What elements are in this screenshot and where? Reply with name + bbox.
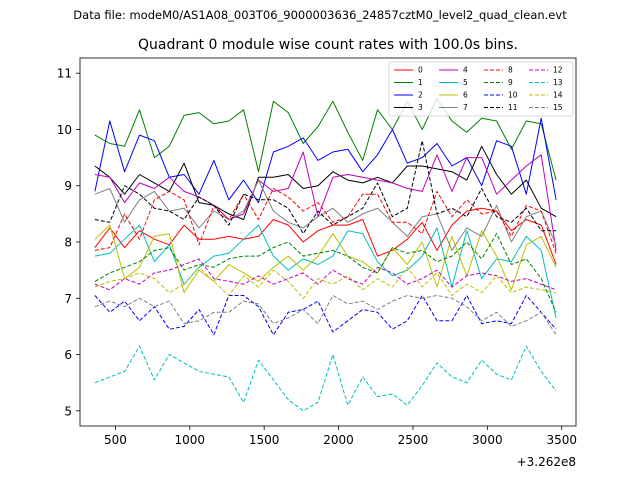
legend-label-14: 14	[553, 91, 563, 100]
x-tick-label: 1500	[249, 433, 280, 447]
legend-label-13: 13	[553, 78, 563, 87]
series-line-1	[94, 98, 557, 181]
series-line-11	[94, 140, 557, 235]
series-line-14	[94, 266, 557, 299]
y-tick-label: 10	[57, 123, 72, 137]
x-offset-label: +3.262e8	[517, 455, 576, 469]
legend-label-5: 5	[463, 78, 468, 87]
legend-label-2: 2	[418, 91, 423, 100]
legend-label-11: 11	[508, 103, 518, 112]
y-tick-label: 7	[64, 292, 72, 306]
series-line-12	[94, 258, 557, 291]
legend-label-7: 7	[463, 103, 468, 112]
legend-label-10: 10	[508, 91, 518, 100]
series-line-9	[94, 233, 557, 313]
y-tick-label: 5	[64, 404, 72, 418]
x-tick-label: 2500	[398, 433, 429, 447]
series-line-10	[94, 295, 557, 336]
series-line-3	[94, 145, 557, 220]
legend-label-12: 12	[553, 66, 563, 75]
x-tick-label: 3000	[472, 433, 503, 447]
series-line-8	[94, 188, 557, 254]
x-tick-label: 2000	[323, 433, 354, 447]
legend-label-3: 3	[418, 103, 423, 112]
chart-title: Quadrant 0 module wise count rates with …	[138, 37, 518, 53]
plot-frame	[79, 57, 577, 427]
y-tick-label: 11	[57, 67, 72, 81]
legend-label-6: 6	[463, 91, 468, 100]
legend-label-15: 15	[553, 103, 563, 112]
legend-label-8: 8	[508, 66, 513, 75]
legend-label-4: 4	[463, 66, 468, 75]
series-line-2	[94, 117, 557, 204]
y-tick-label: 6	[64, 348, 72, 362]
legend-label-1: 1	[418, 78, 423, 87]
figure-suptitle: Data file: modeM0/AS1A08_003T06_90000036…	[73, 8, 567, 22]
x-tick-label: 3500	[546, 433, 577, 447]
series-line-6	[94, 224, 557, 294]
y-tick-label: 8	[64, 236, 72, 250]
legend-label-0: 0	[418, 66, 423, 75]
series-line-4	[94, 151, 557, 251]
legend-box	[388, 61, 574, 117]
legend-label-9: 9	[508, 78, 513, 87]
y-tick-label: 9	[64, 179, 72, 193]
series-layer	[94, 98, 557, 412]
x-tick-label: 1000	[175, 433, 206, 447]
x-tick-label: 500	[104, 433, 127, 447]
series-line-13	[94, 345, 557, 412]
series-line-15	[94, 295, 557, 336]
